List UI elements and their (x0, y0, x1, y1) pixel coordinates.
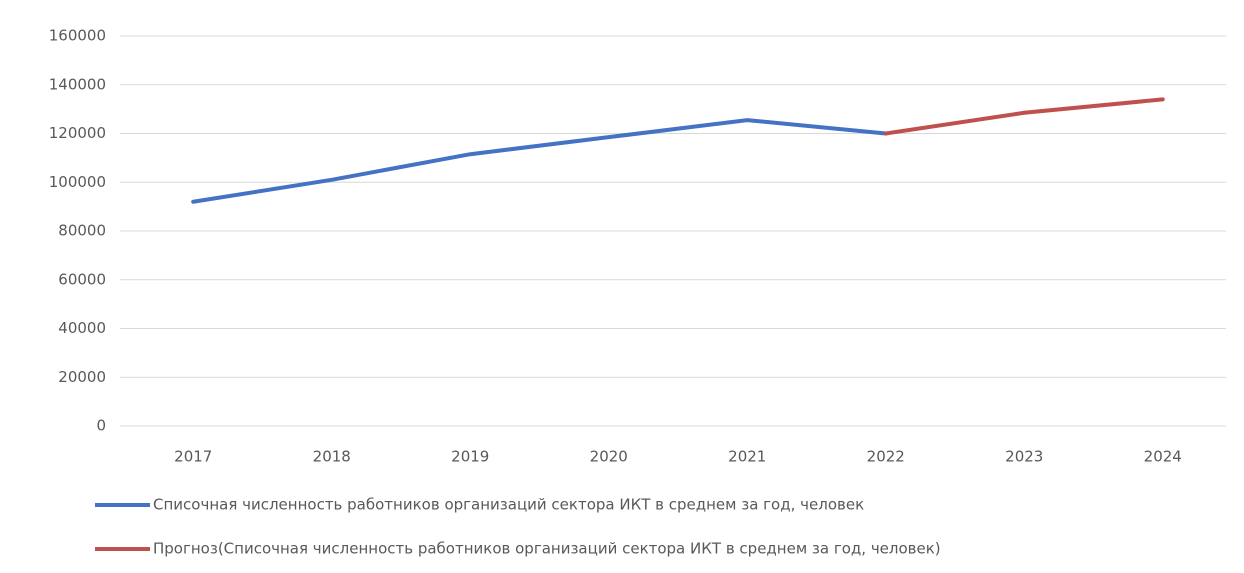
x-tick-label: 2019 (451, 448, 489, 466)
y-tick-label: 0 (96, 417, 106, 435)
y-tick-label: 140000 (49, 75, 106, 93)
series-line (883, 97, 1165, 136)
x-tick-label: 2018 (313, 448, 351, 466)
y-tick-label: 40000 (58, 319, 106, 337)
x-tick-label: 2021 (728, 448, 766, 466)
x-tick-label: 2024 (1144, 448, 1182, 466)
series-line (191, 118, 888, 204)
y-tick-label: 100000 (49, 173, 106, 191)
legend-label: Списочная численность работников организ… (153, 496, 864, 514)
x-tick-label: 2022 (867, 448, 905, 466)
y-tick-label: 80000 (58, 222, 106, 240)
x-tick-label: 2020 (590, 448, 628, 466)
legend-label: Прогноз(Списочная численность работников… (153, 540, 941, 558)
y-tick-label: 160000 (49, 27, 106, 45)
x-tick-label: 2017 (174, 448, 212, 466)
x-tick-label: 2023 (1005, 448, 1043, 466)
y-tick-label: 20000 (58, 368, 106, 386)
y-tick-label: 60000 (58, 270, 106, 288)
y-tick-label: 120000 (49, 124, 106, 142)
